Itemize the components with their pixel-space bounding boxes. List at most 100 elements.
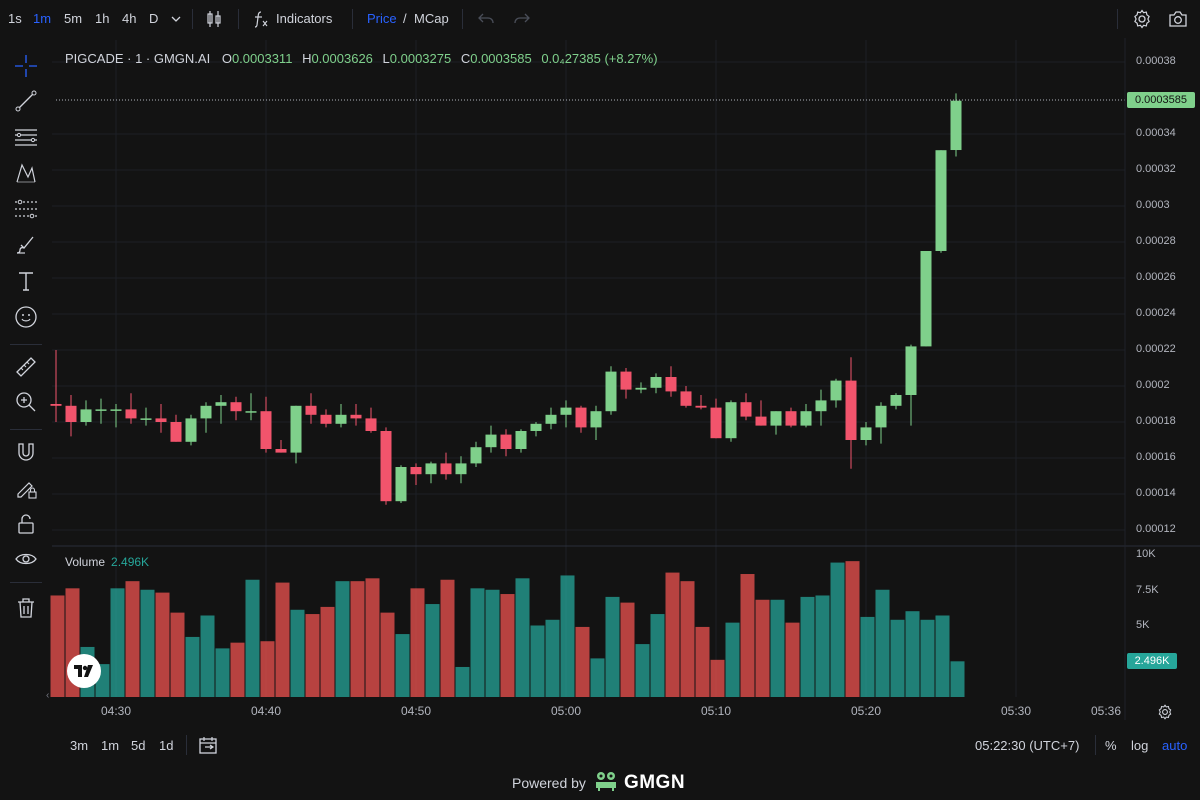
volume-bar <box>440 579 455 697</box>
brush-icon[interactable] <box>12 231 40 259</box>
candle-body <box>80 409 92 422</box>
price-tick: 0.00018 <box>1136 415 1176 427</box>
timeframe-d[interactable]: D <box>149 11 159 26</box>
candle-body <box>845 380 857 440</box>
volume-bar <box>695 626 710 697</box>
volume-bar <box>230 642 245 697</box>
tradingview-logo[interactable] <box>67 654 101 688</box>
toolbar-divider <box>10 582 42 583</box>
clock-timezone[interactable]: 05:22:30 (UTC+7) <box>975 738 1080 753</box>
volume-label[interactable]: Volume <box>65 555 106 569</box>
candle-body <box>410 467 422 475</box>
volume-bar <box>665 572 680 697</box>
volume-bar <box>620 602 635 697</box>
auto-toggle[interactable]: auto <box>1162 738 1188 753</box>
timeframe-1s[interactable]: 1s <box>8 11 22 26</box>
candle-body <box>110 409 122 411</box>
volume-bar <box>800 596 815 697</box>
candle-body <box>605 371 617 412</box>
volume-bar <box>635 644 650 697</box>
mcap-toggle[interactable]: MCap <box>414 11 449 26</box>
candle-body <box>545 414 557 424</box>
text-tool-icon[interactable] <box>12 267 40 295</box>
chevron-down-icon[interactable] <box>168 11 184 27</box>
candle-body <box>425 463 437 475</box>
volume-bar <box>215 648 230 697</box>
price-mcap-separator: / <box>403 11 407 26</box>
time-tick: 04:30 <box>100 704 132 718</box>
percent-toggle[interactable]: % <box>1105 738 1117 753</box>
magnet-icon[interactable] <box>12 438 40 466</box>
range-1m[interactable]: 1m <box>101 738 120 753</box>
candle-body <box>650 377 662 388</box>
zoom-in-icon[interactable] <box>12 388 40 416</box>
timeframe-1h[interactable]: 1h <box>95 11 110 26</box>
volume-bar <box>260 641 275 697</box>
time-tick: 05:36 <box>1090 704 1122 718</box>
indicators-button[interactable]: Indicators <box>276 11 333 26</box>
candles <box>50 93 962 505</box>
trend-line-icon[interactable] <box>12 87 40 115</box>
candle-body <box>800 411 812 426</box>
log-toggle[interactable]: log <box>1131 738 1149 753</box>
function-fx-icon[interactable] <box>251 8 271 30</box>
gear-icon[interactable] <box>1131 8 1153 30</box>
powered-by-text: Powered by <box>512 774 586 791</box>
timeframe-4h[interactable]: 4h <box>122 11 137 26</box>
candle-body <box>920 251 932 347</box>
candle-body <box>65 405 77 422</box>
redo-icon[interactable] <box>512 10 532 28</box>
symbol-title[interactable]: PIGCADE · 1 · GMGN.AI <box>65 51 211 66</box>
crosshair-icon[interactable] <box>12 52 40 80</box>
price-tick: 0.00024 <box>1136 307 1176 319</box>
range-5d[interactable]: 5d <box>131 738 146 753</box>
gmgn-brand[interactable]: GMGN <box>623 771 686 793</box>
price-tick: 0.00026 <box>1136 271 1176 283</box>
candle-body <box>635 387 647 390</box>
lock-drawing-icon[interactable] <box>12 474 40 502</box>
volume-bar <box>875 589 890 697</box>
eye-icon[interactable] <box>12 545 40 573</box>
change-value: 0.0₄27385 (+8.27%) <box>541 51 658 66</box>
volume-bar <box>380 612 395 697</box>
candle-body <box>185 418 197 442</box>
unlock-icon[interactable] <box>12 510 40 538</box>
horizontal-lines-icon[interactable] <box>12 123 40 151</box>
volume-bar <box>500 594 515 697</box>
range-1d[interactable]: 1d <box>159 738 174 753</box>
toolbar-divider <box>238 9 239 29</box>
chart-grid <box>52 40 1125 697</box>
ruler-icon[interactable] <box>12 353 40 381</box>
calendar-range-icon[interactable] <box>197 734 219 756</box>
volume-bar <box>350 581 365 697</box>
trash-icon[interactable] <box>12 594 40 622</box>
chart-settings-icon[interactable] <box>1155 702 1175 722</box>
candle-body <box>905 346 917 395</box>
volume-bar <box>725 622 740 697</box>
volume-bar <box>815 595 830 697</box>
volume-bar <box>395 634 410 697</box>
volume-bar <box>590 658 605 697</box>
toolbar-divider <box>1095 735 1096 755</box>
volume-bar <box>740 574 755 697</box>
camera-icon[interactable] <box>1167 8 1189 30</box>
candle-body <box>305 405 317 415</box>
scroll-left-icon[interactable]: ‹ <box>46 690 50 701</box>
range-3m[interactable]: 3m <box>70 738 89 753</box>
candle-body <box>755 416 767 426</box>
emoji-icon[interactable] <box>12 303 40 331</box>
candle-body <box>725 402 737 439</box>
fib-retracement-icon[interactable] <box>12 195 40 223</box>
timeframe-5m[interactable]: 5m <box>64 11 83 26</box>
price-toggle[interactable]: Price <box>367 11 397 26</box>
price-tick: 0.00016 <box>1136 451 1176 463</box>
volume-bar <box>275 582 290 697</box>
pattern-icon[interactable] <box>12 159 40 187</box>
candle-body <box>740 402 752 417</box>
candle-body <box>560 407 572 415</box>
timeframe-1m[interactable]: 1m <box>33 11 52 26</box>
volume-bar <box>770 599 785 697</box>
candlestick-chart-icon[interactable] <box>203 8 225 30</box>
undo-icon[interactable] <box>476 10 496 28</box>
